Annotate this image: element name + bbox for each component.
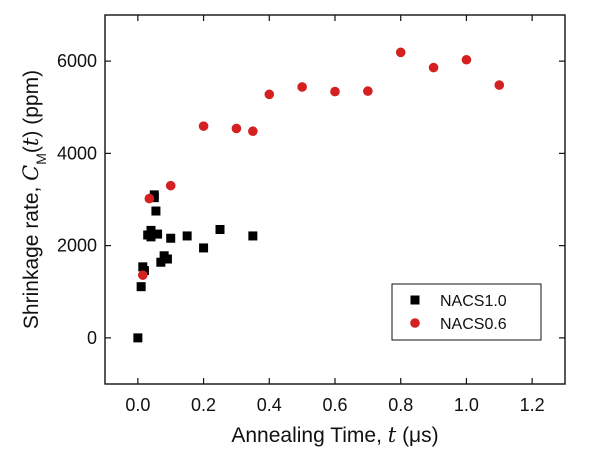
data-point-nacs0-6 — [144, 193, 155, 204]
data-point-nacs1-0 — [199, 243, 209, 253]
data-point-nacs1-0 — [139, 266, 149, 276]
data-point-nacs1-0 — [166, 233, 176, 243]
legend-marker-square — [410, 295, 420, 305]
data-point-nacs1-0 — [182, 231, 192, 241]
data-point-nacs0-6 — [231, 123, 242, 134]
legend: NACS1.0 NACS0.6 — [391, 283, 542, 341]
data-point-nacs1-0 — [146, 232, 156, 242]
data-point-nacs0-6 — [461, 54, 472, 65]
legend-marker-circle — [410, 318, 420, 328]
y-tick-label: 4000 — [57, 143, 97, 163]
legend-box — [391, 283, 542, 341]
data-point-nacs0-6 — [363, 86, 373, 96]
data-point-nacs1-0 — [149, 193, 159, 203]
data-point-nacs1-0 — [133, 333, 143, 343]
data-point-nacs0-6 — [395, 47, 406, 58]
y-tick-label: 0 — [87, 328, 97, 348]
data-point-nacs1-0 — [248, 231, 258, 241]
data-point-nacs1-0 — [162, 254, 172, 264]
data-point-nacs1-0 — [136, 282, 146, 292]
x-tick-label: 1.2 — [520, 395, 545, 415]
y-tick-label: 2000 — [57, 236, 97, 256]
data-point-nacs0-6 — [165, 180, 176, 191]
data-point-nacs0-6 — [330, 86, 340, 97]
data-point-nacs0-6 — [137, 270, 148, 280]
data-point-nacs1-0 — [151, 206, 161, 216]
x-tick-label: 0.4 — [257, 395, 282, 415]
data-point-nacs1-0 — [215, 224, 225, 234]
data-point-nacs0-6 — [264, 89, 275, 100]
y-axis-title: Shrinkage rate, CM(t) (ppm) — [19, 70, 49, 329]
data-point-nacs0-6 — [428, 62, 439, 73]
data-point-nacs0-6 — [297, 82, 307, 92]
legend-label: NACS0.6 — [440, 316, 507, 333]
axes: 0.0 0.2 0.4 0.6 0.8 1.0 1.2 0 2000 4000 6000 — [57, 14, 566, 415]
data-point-nacs1-0 — [146, 225, 156, 235]
x-axis-title: Annealing Time, t (μs) — [231, 423, 438, 447]
x-tick-label: 1.0 — [454, 395, 479, 415]
data-point-nacs1-0 — [153, 229, 163, 239]
y-tick-label: 6000 — [57, 51, 97, 71]
data-point-nacs0-6 — [494, 80, 505, 90]
data-points — [133, 47, 505, 343]
legend-label: NACS1.0 — [440, 293, 507, 310]
x-tick-label: 0.6 — [322, 395, 347, 415]
data-point-nacs0-6 — [198, 121, 209, 131]
x-tick-label: 0.2 — [191, 395, 216, 415]
x-tick-label: 0.0 — [125, 395, 150, 415]
x-tick-label: 0.8 — [388, 395, 413, 415]
data-point-nacs1-0 — [156, 257, 166, 267]
data-point-nacs0-6 — [248, 126, 258, 137]
